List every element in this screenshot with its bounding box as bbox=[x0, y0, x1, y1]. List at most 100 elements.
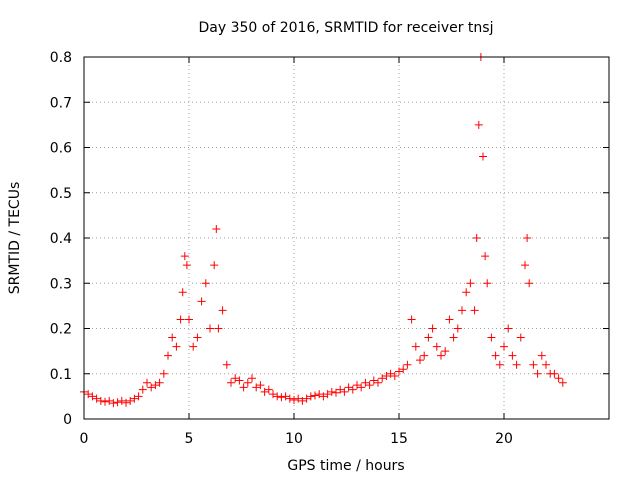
data-point bbox=[264, 385, 273, 394]
data-point bbox=[155, 378, 164, 387]
data-point bbox=[315, 390, 324, 399]
data-point bbox=[182, 261, 191, 270]
y-axis-label: SRMTID / TECUs bbox=[7, 182, 23, 295]
data-point bbox=[290, 395, 298, 404]
data-point bbox=[126, 396, 135, 405]
data-point bbox=[369, 376, 378, 385]
data-point bbox=[130, 394, 139, 403]
data-point bbox=[302, 394, 311, 403]
data-point bbox=[453, 324, 462, 333]
data-point bbox=[504, 324, 513, 333]
data-point bbox=[113, 398, 122, 407]
data-point bbox=[164, 351, 172, 360]
y-tick-label: 0.4 bbox=[50, 231, 72, 247]
data-point bbox=[168, 333, 177, 342]
data-point bbox=[550, 369, 559, 378]
data-point bbox=[212, 224, 221, 233]
data-point bbox=[248, 374, 256, 383]
data-point bbox=[472, 234, 481, 242]
data-point bbox=[390, 372, 399, 381]
data-point bbox=[243, 378, 252, 387]
data-point bbox=[185, 315, 193, 324]
data-point bbox=[117, 396, 126, 405]
data-point bbox=[411, 342, 420, 351]
data-point bbox=[395, 367, 403, 376]
y-tick-label: 0.1 bbox=[50, 367, 72, 383]
data-point bbox=[269, 390, 277, 399]
data-point bbox=[437, 351, 445, 360]
data-point bbox=[256, 381, 265, 390]
data-point bbox=[357, 383, 366, 392]
y-tick-label: 0.5 bbox=[50, 186, 72, 202]
data-point bbox=[554, 374, 563, 383]
data-point bbox=[525, 279, 534, 288]
data-point bbox=[445, 315, 454, 324]
tick-labels: 0 5 10 15 20 0 0.1 0.2 0.3 0.4 0.5 0.6 0.7 0.8 bbox=[50, 50, 513, 447]
data-point bbox=[495, 360, 504, 369]
data-point bbox=[441, 347, 450, 356]
y-tick-label: 0.8 bbox=[50, 50, 72, 66]
data-point bbox=[252, 383, 261, 392]
data-point bbox=[424, 333, 433, 342]
data-point bbox=[491, 351, 500, 360]
data-point bbox=[458, 306, 466, 315]
data-point bbox=[210, 261, 219, 270]
data-point bbox=[332, 388, 340, 397]
x-tick-label: 10 bbox=[285, 431, 303, 447]
y-tick-label: 0 bbox=[63, 412, 72, 428]
x-tick-label: 5 bbox=[185, 431, 194, 447]
data-point bbox=[374, 378, 382, 387]
data-point bbox=[294, 394, 303, 403]
data-point bbox=[466, 279, 475, 288]
data-points bbox=[80, 53, 567, 408]
data-point bbox=[365, 381, 374, 390]
data-point bbox=[260, 387, 269, 396]
data-point bbox=[386, 369, 395, 378]
data-point bbox=[336, 385, 345, 394]
data-point bbox=[361, 378, 370, 387]
data-point bbox=[432, 342, 441, 351]
data-point bbox=[122, 398, 130, 407]
x-tick-label: 20 bbox=[495, 431, 513, 447]
data-point bbox=[197, 297, 206, 306]
data-point bbox=[521, 261, 529, 270]
data-point bbox=[227, 378, 235, 387]
data-point bbox=[214, 324, 223, 333]
data-point bbox=[500, 342, 508, 351]
data-point bbox=[529, 360, 538, 369]
data-point bbox=[479, 152, 487, 161]
data-point bbox=[407, 315, 416, 324]
data-point bbox=[88, 392, 97, 401]
data-point bbox=[298, 396, 307, 405]
data-point bbox=[487, 333, 496, 342]
data-point bbox=[201, 279, 210, 288]
data-point bbox=[178, 288, 187, 297]
data-point bbox=[285, 394, 294, 403]
data-point bbox=[537, 351, 546, 360]
data-point bbox=[311, 391, 319, 400]
data-point bbox=[449, 333, 458, 342]
data-point bbox=[96, 396, 105, 405]
grid bbox=[84, 57, 609, 419]
x-tick-label: 15 bbox=[390, 431, 408, 447]
data-point bbox=[403, 360, 412, 369]
data-point bbox=[340, 387, 349, 396]
data-point bbox=[105, 396, 114, 405]
data-point bbox=[319, 392, 328, 401]
data-point bbox=[218, 306, 227, 315]
data-point bbox=[483, 279, 492, 288]
data-point bbox=[516, 333, 525, 342]
data-point bbox=[512, 360, 521, 369]
data-point bbox=[101, 397, 109, 406]
data-point bbox=[327, 387, 336, 396]
data-point bbox=[189, 342, 198, 351]
y-tick-label: 0.7 bbox=[50, 95, 72, 111]
data-point bbox=[523, 234, 532, 242]
data-point bbox=[323, 390, 332, 399]
data-point bbox=[399, 365, 408, 374]
data-point bbox=[138, 385, 147, 394]
data-point bbox=[180, 252, 189, 261]
data-point bbox=[462, 288, 471, 297]
data-point bbox=[222, 360, 231, 369]
